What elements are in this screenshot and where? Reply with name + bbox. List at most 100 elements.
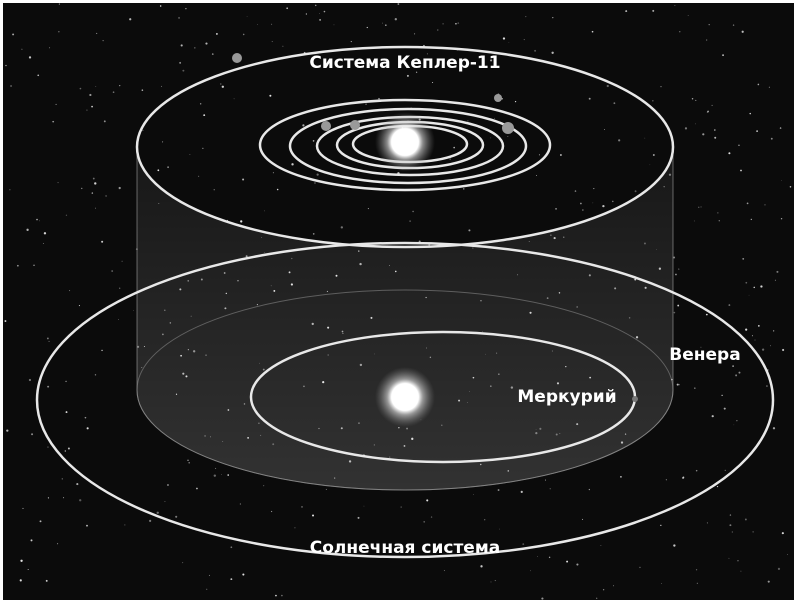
star <box>695 124 696 125</box>
star <box>313 233 315 235</box>
star <box>401 506 402 507</box>
star <box>732 365 734 367</box>
star <box>44 232 46 234</box>
star <box>677 384 679 386</box>
star <box>187 460 188 461</box>
star <box>706 40 707 41</box>
star <box>47 337 49 339</box>
star <box>756 130 758 132</box>
star <box>79 499 81 501</box>
star <box>753 287 755 289</box>
star <box>62 478 63 479</box>
star <box>758 84 760 86</box>
page: Система Кеплер-11 Солнечная система Вене… <box>0 0 797 603</box>
star <box>397 3 399 5</box>
star <box>697 583 698 584</box>
star <box>775 280 776 281</box>
star <box>205 43 207 45</box>
star <box>105 195 106 196</box>
star <box>164 501 165 502</box>
star <box>58 182 59 183</box>
star <box>68 447 70 449</box>
star <box>467 120 468 121</box>
star <box>753 531 754 532</box>
star <box>782 349 784 351</box>
star <box>539 154 540 155</box>
star <box>604 129 605 130</box>
star <box>91 106 93 108</box>
star <box>200 103 201 104</box>
star <box>457 22 459 24</box>
star <box>499 529 500 530</box>
star <box>317 174 319 176</box>
star <box>407 75 409 77</box>
star <box>545 480 546 481</box>
planet <box>494 94 502 102</box>
star <box>49 341 50 342</box>
star <box>271 24 272 25</box>
star <box>198 176 199 177</box>
star <box>758 325 760 327</box>
star <box>227 474 229 476</box>
star <box>247 16 248 17</box>
star <box>142 89 144 91</box>
star <box>149 520 151 522</box>
star <box>707 111 708 112</box>
planet <box>232 53 242 63</box>
star <box>717 212 718 213</box>
star <box>700 206 701 207</box>
star <box>555 208 557 210</box>
star <box>762 348 764 350</box>
star <box>688 15 689 16</box>
star <box>685 127 687 129</box>
star <box>593 188 594 189</box>
star <box>660 525 661 526</box>
star <box>778 568 780 570</box>
star <box>639 567 640 568</box>
star <box>524 39 525 40</box>
star <box>179 62 181 64</box>
star <box>432 82 433 83</box>
star <box>315 5 317 7</box>
star <box>242 573 244 575</box>
star <box>742 258 744 260</box>
star <box>766 385 768 387</box>
star <box>576 563 578 565</box>
star <box>301 506 302 507</box>
solar-title: Солнечная система <box>310 538 500 558</box>
star <box>653 154 655 156</box>
star <box>93 178 95 180</box>
star <box>431 516 432 517</box>
star <box>484 519 485 520</box>
star <box>589 98 591 100</box>
star <box>644 138 645 139</box>
star <box>534 50 536 52</box>
star <box>678 268 679 269</box>
star <box>780 127 782 129</box>
star <box>613 102 615 104</box>
star <box>473 494 474 495</box>
star <box>738 145 739 146</box>
star <box>240 504 241 505</box>
star <box>698 207 699 208</box>
star <box>760 285 762 287</box>
star <box>755 340 756 341</box>
star <box>80 88 82 90</box>
star <box>65 381 66 382</box>
star <box>719 220 720 221</box>
star <box>39 220 40 221</box>
star <box>118 319 119 320</box>
star <box>66 411 68 413</box>
star <box>717 486 718 487</box>
star <box>765 204 766 205</box>
star <box>674 312 676 314</box>
star <box>742 31 744 33</box>
star <box>442 23 443 24</box>
star <box>43 243 44 244</box>
mercury <box>632 396 638 402</box>
star <box>202 148 203 149</box>
star <box>596 598 597 599</box>
star <box>613 585 614 586</box>
star <box>319 19 321 21</box>
star <box>696 470 698 472</box>
